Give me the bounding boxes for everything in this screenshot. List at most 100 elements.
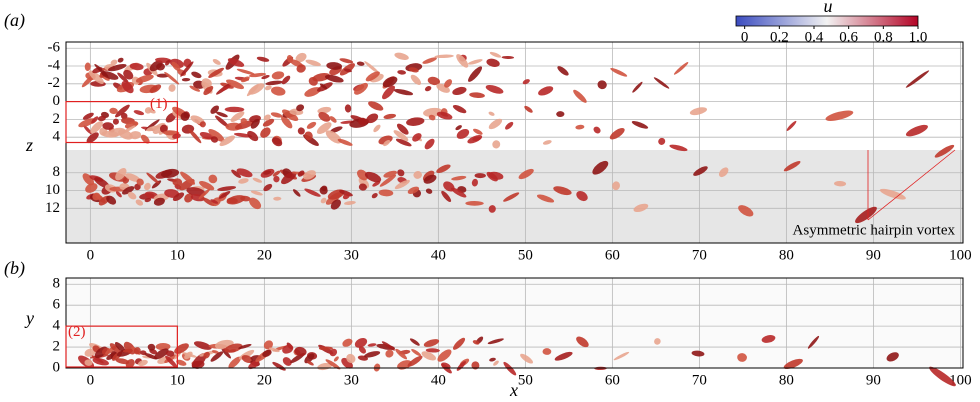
x-tick-label: 70 — [692, 372, 707, 388]
vortex — [453, 337, 466, 350]
vortex — [78, 118, 96, 128]
vortex — [250, 118, 260, 129]
vortex — [172, 192, 185, 202]
vortex — [468, 66, 483, 82]
y-axis-label: y — [24, 308, 34, 328]
vortex — [219, 135, 236, 147]
vortex — [807, 335, 820, 349]
vortex — [488, 111, 495, 116]
vortex — [592, 160, 609, 175]
vortex — [82, 112, 94, 120]
vortex — [654, 338, 661, 345]
vortex — [737, 353, 747, 362]
vortex — [234, 120, 254, 130]
vortex — [84, 62, 91, 71]
vortex — [597, 80, 607, 90]
vortex — [456, 54, 469, 68]
x-tick-label: 20 — [257, 372, 272, 388]
vortex — [397, 70, 407, 75]
vortex — [383, 113, 397, 119]
vortex — [84, 359, 93, 366]
vortex — [264, 85, 272, 91]
vortex — [159, 124, 168, 133]
vortex — [122, 349, 134, 353]
vortex — [86, 132, 99, 144]
vortex — [135, 199, 144, 206]
vortex — [136, 178, 144, 186]
vortex — [364, 351, 381, 358]
vortex — [218, 191, 231, 199]
vortex — [456, 129, 470, 139]
vortex — [210, 136, 219, 143]
vortex — [371, 193, 378, 199]
vortex — [316, 122, 332, 135]
vortex — [176, 359, 187, 366]
vortex — [471, 178, 479, 187]
vortex — [318, 346, 333, 351]
y-tick-label: 2 — [53, 339, 61, 355]
vortex — [691, 350, 705, 357]
vortex — [149, 84, 162, 94]
vortex — [428, 114, 436, 121]
x-axis-label: x — [509, 380, 518, 400]
vortex — [394, 52, 409, 60]
vortex — [271, 137, 283, 147]
vortex — [452, 86, 467, 96]
vortex — [364, 61, 380, 75]
colorbar-tick-label: 0.2 — [770, 29, 789, 45]
vortex — [224, 106, 245, 113]
x-tick-label: 90 — [866, 247, 881, 263]
vortex — [172, 178, 183, 187]
vortex — [115, 358, 130, 365]
vortex — [503, 192, 520, 202]
vortex — [358, 117, 368, 126]
vortex — [339, 58, 354, 64]
vortex — [102, 122, 114, 130]
vortex — [262, 118, 275, 127]
vortex — [383, 170, 398, 178]
colorbar — [735, 15, 919, 27]
vortex — [236, 168, 253, 178]
vortex — [295, 52, 307, 63]
vortex — [236, 68, 255, 75]
vortex — [256, 56, 270, 62]
vortex — [165, 355, 178, 368]
vortex — [444, 79, 453, 88]
vortex — [270, 112, 283, 118]
vortex — [673, 62, 689, 75]
y-tick-label: 4 — [53, 129, 61, 145]
vortex — [855, 206, 877, 224]
vortex — [294, 346, 307, 357]
vortex — [718, 167, 729, 178]
vortex — [346, 353, 356, 364]
vortex — [486, 171, 498, 182]
vortex — [231, 169, 241, 178]
vortex — [553, 186, 572, 196]
vortex — [485, 85, 504, 94]
vortex — [90, 121, 103, 134]
colorbar-tick-label: 0.4 — [805, 29, 824, 45]
vortex — [325, 130, 342, 144]
vortex — [198, 188, 211, 200]
vortex — [905, 124, 928, 137]
vortex — [263, 340, 273, 350]
vortex — [297, 127, 305, 135]
vortex — [379, 174, 397, 187]
vortex — [125, 359, 135, 368]
vortex — [97, 115, 106, 122]
vortex — [487, 338, 504, 345]
vortex — [146, 172, 159, 184]
vortex — [154, 348, 169, 360]
vortex — [160, 168, 180, 178]
vortex — [542, 140, 552, 145]
vortex — [109, 107, 118, 115]
vortex — [318, 112, 331, 122]
vortex — [250, 190, 263, 196]
vortex — [238, 343, 252, 350]
y-tick-label: -4 — [48, 57, 61, 73]
vortex — [633, 203, 649, 213]
vortex — [385, 349, 394, 358]
vortex — [92, 357, 109, 366]
vortex — [520, 353, 533, 364]
